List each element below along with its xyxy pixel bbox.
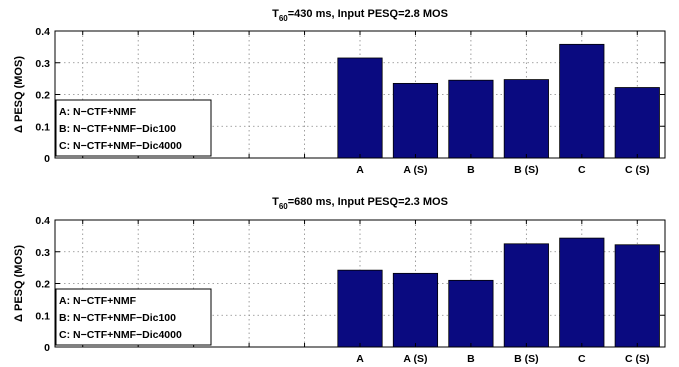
bar-c-s [614, 244, 660, 348]
y-tick-label: 0.3 [35, 247, 50, 259]
x-tick-label: B [467, 164, 475, 176]
y-tick-label: 0.2 [35, 279, 50, 291]
x-tick-label: B (S) [514, 353, 539, 365]
x-tick-label: C [578, 164, 586, 176]
bar-a [337, 57, 383, 159]
bar-c [559, 237, 605, 348]
axes-frame [54, 30, 666, 159]
legend: A: N−CTF+NMF B: N−CTF+NMF−Dic100 C: N−CTF+… [55, 99, 212, 157]
legend: A: N−CTF+NMF B: N−CTF+NMF−Dic100 C: N−CTF+… [55, 288, 212, 346]
chart-title: T60=680 ms, Input PESQ=2.3 MOS [272, 196, 448, 211]
bar-c-s [614, 87, 660, 159]
x-tick-label: A (S) [403, 353, 427, 365]
x-tick-label: A [356, 353, 364, 365]
y-tick-label: 0.4 [35, 26, 50, 38]
x-tick-label: B (S) [514, 164, 539, 176]
bar-c [559, 43, 605, 159]
bar-b-s [503, 243, 549, 348]
y-tick-label: 0.4 [35, 215, 50, 227]
legend-entry: A: N−CTF+NMF [59, 295, 137, 307]
legend-entry: A: N−CTF+NMF [59, 106, 137, 118]
bar-a-s [392, 82, 439, 159]
y-tick-label: 0.3 [35, 58, 50, 70]
legend-box [55, 288, 212, 346]
x-tick-label: A (S) [403, 164, 427, 176]
y-tick-label: 0 [44, 153, 50, 165]
y-tick-label: 0.1 [35, 310, 50, 322]
axes-frame [54, 219, 666, 348]
bar-b-s [503, 79, 549, 159]
chart-panel-1: A A (S) B B (S) C C (S) 0 0.1 0.2 0.3 0.4 Δ PESQ (M… [13, 8, 666, 176]
chart-panel-2: A A (S) B B (S) C C (S) 0 0.1 0.2 0.3 0.4 Δ PESQ (M… [13, 196, 666, 365]
x-tick-label: A [356, 164, 364, 176]
legend-entry: B: N−CTF+NMF−Dic100 [59, 312, 176, 324]
x-tick-label: B [467, 353, 475, 365]
bar-b [448, 79, 494, 159]
x-tick-label: C (S) [625, 353, 650, 365]
y-tick-label: 0.2 [35, 90, 50, 102]
y-axis-label: Δ PESQ (MOS) [13, 56, 25, 133]
chart-title: T60=430 ms, Input PESQ=2.8 MOS [272, 8, 448, 23]
legend-entry: C: N−CTF+NMF−Dic4000 [59, 329, 182, 341]
legend-entry: B: N−CTF+NMF−Dic100 [59, 123, 176, 135]
x-tick-label: C [578, 353, 586, 365]
y-tick-label: 0 [44, 342, 50, 354]
legend-box [55, 99, 212, 157]
bar-a-s [392, 272, 439, 348]
x-tick-label: C (S) [625, 164, 650, 176]
y-axis-label: Δ PESQ (MOS) [13, 245, 25, 322]
bar-b [448, 279, 494, 348]
y-tick-label: 0.1 [35, 121, 50, 133]
legend-entry: C: N−CTF+NMF−Dic4000 [59, 140, 182, 152]
bar-a [337, 269, 383, 348]
